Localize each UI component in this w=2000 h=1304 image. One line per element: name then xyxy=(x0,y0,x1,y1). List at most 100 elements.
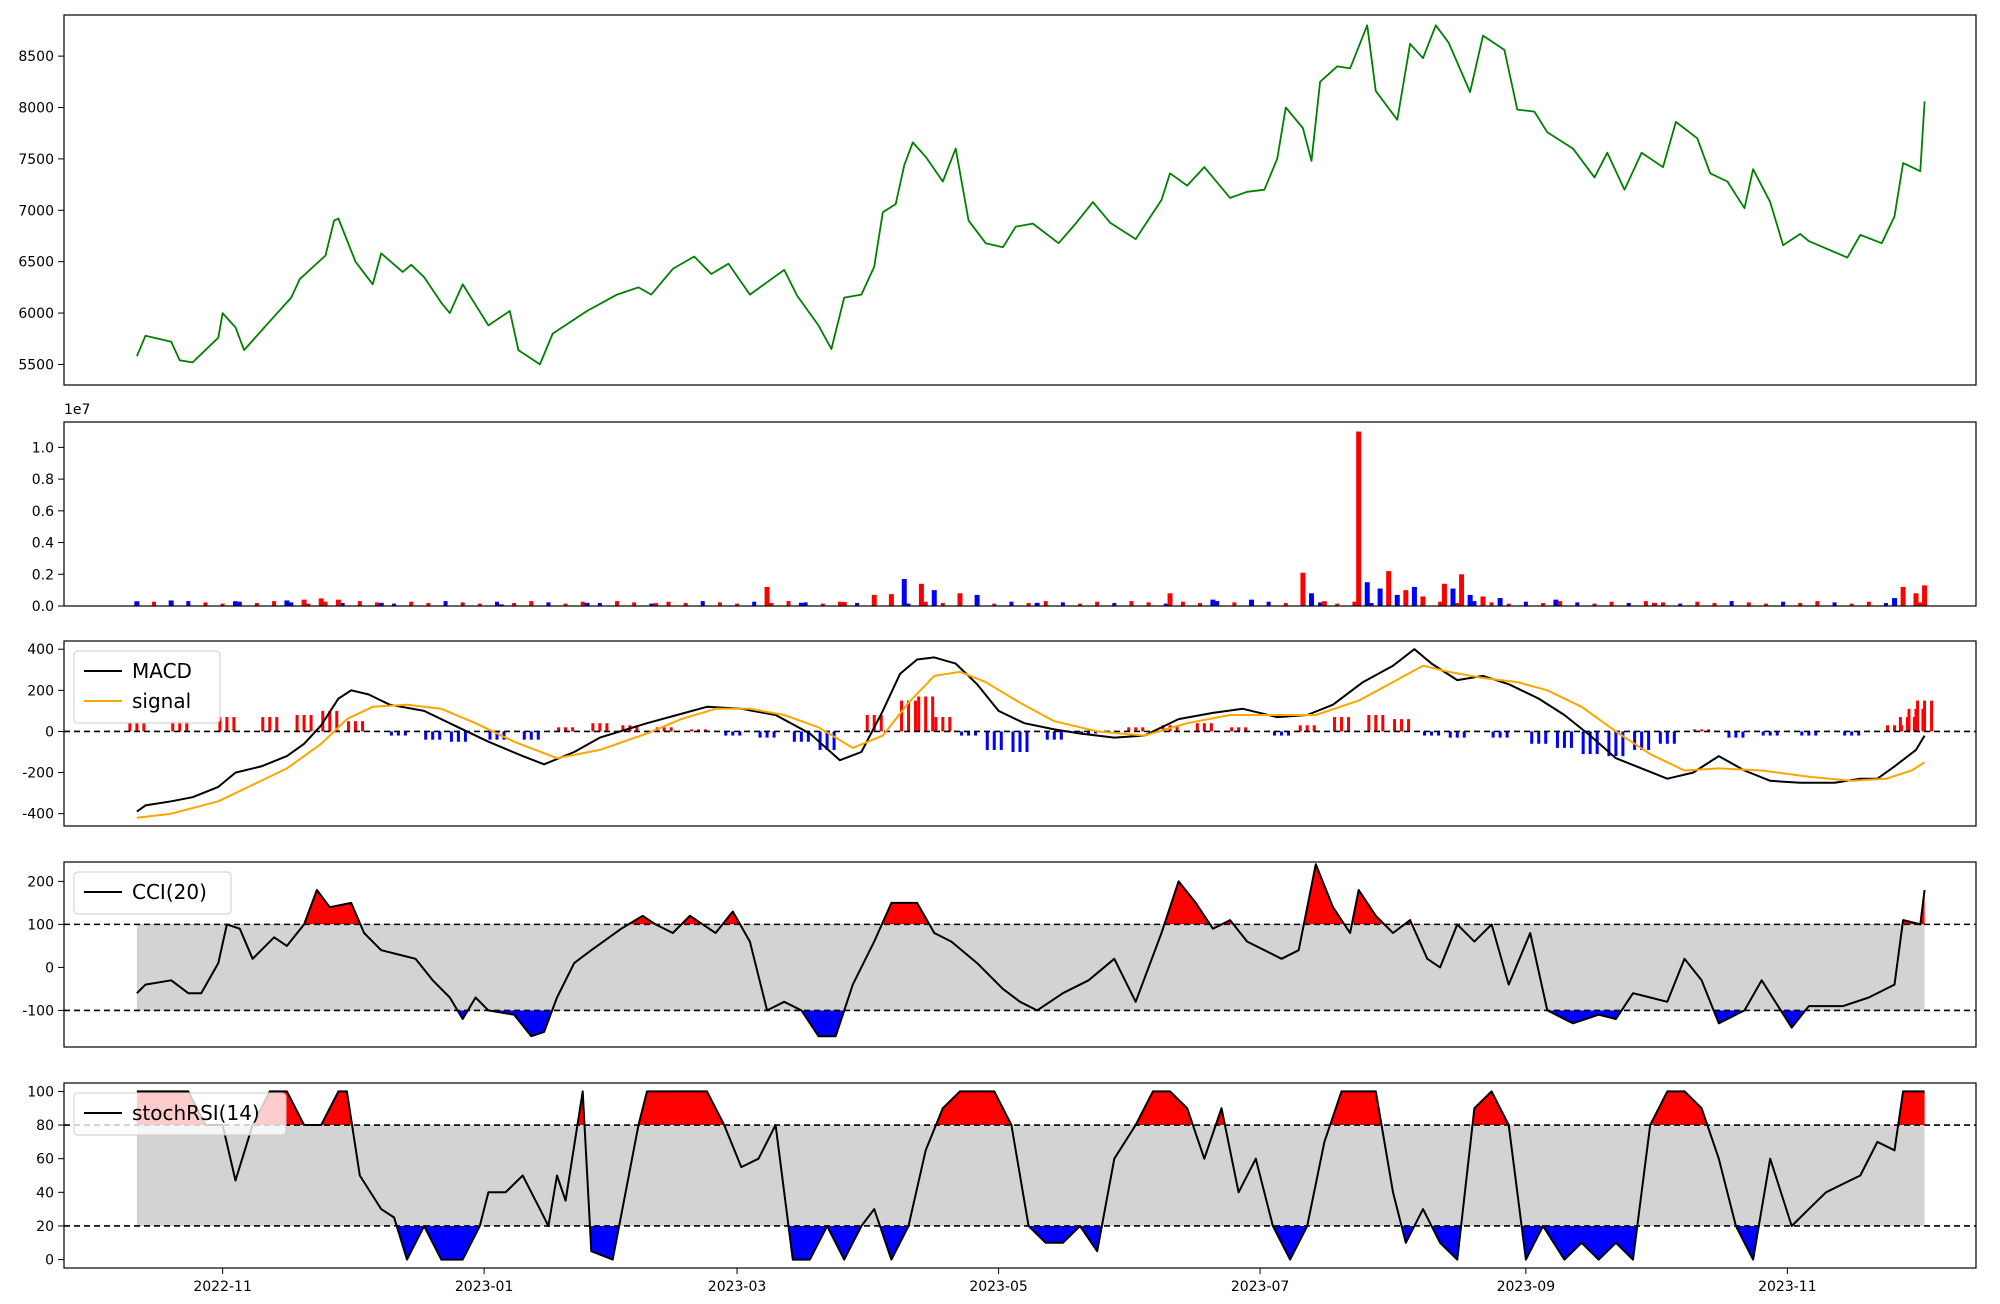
volume-bar xyxy=(237,601,242,606)
volume-bar xyxy=(786,601,791,606)
volume-bar xyxy=(1913,593,1919,606)
volume-y-tick-label: 0.2 xyxy=(32,567,54,583)
cci-legend: CCI(20) xyxy=(73,871,232,915)
volume-bar xyxy=(1883,602,1888,606)
volume-bar xyxy=(272,601,277,606)
macd-histogram-bar xyxy=(431,731,435,740)
stochrsi-y-tick-label: 0 xyxy=(45,1253,54,1269)
macd-histogram-bar xyxy=(354,721,358,732)
price-y-tick-label: 6000 xyxy=(18,306,54,322)
volume-bar xyxy=(203,602,208,606)
volume-bar xyxy=(494,601,499,606)
macd-histogram-bar xyxy=(738,731,742,736)
x-tick-label: 2023-01 xyxy=(455,1279,514,1295)
volume-offset-label: 1e7 xyxy=(64,402,90,418)
macd-histogram-bar xyxy=(1127,727,1131,732)
macd-histogram-bar xyxy=(502,731,506,740)
volume-bar xyxy=(1455,602,1460,606)
price-y-tick-label: 8500 xyxy=(18,49,54,65)
macd-histogram-bar xyxy=(142,723,146,732)
volume-bar xyxy=(841,602,847,606)
x-tick-label: 2022-11 xyxy=(193,1279,252,1295)
volume-bar xyxy=(1798,602,1803,606)
macd-histogram-bar xyxy=(522,731,526,740)
volume-bar xyxy=(1163,603,1168,606)
legend-box xyxy=(73,1092,287,1136)
volume-bar xyxy=(653,603,659,606)
volume-bar xyxy=(1643,601,1648,606)
macd-histogram-bar xyxy=(1923,700,1927,732)
volume-bar xyxy=(820,603,825,606)
macd-histogram-bar xyxy=(178,721,182,732)
macd-histogram-bar xyxy=(1134,727,1138,732)
macd-histogram-bar xyxy=(1280,731,1284,736)
volume-bar xyxy=(1506,603,1511,606)
volume-bar xyxy=(1450,588,1456,606)
volume-bar xyxy=(301,599,307,606)
macd-histogram-bar xyxy=(605,723,609,732)
macd-histogram-bar xyxy=(295,715,299,732)
macd-histogram-bar xyxy=(1430,731,1434,736)
macd-histogram-bar xyxy=(1814,731,1818,736)
volume-bar xyxy=(1095,601,1100,606)
macd-histogram-bar xyxy=(463,731,467,742)
macd-histogram-bar xyxy=(662,727,666,732)
volume-bar xyxy=(580,601,585,606)
macd-histogram-bar xyxy=(934,717,938,732)
macd-histogram-bar xyxy=(1230,727,1234,732)
volume-bar xyxy=(1918,602,1923,606)
macd-histogram-bar xyxy=(999,731,1003,750)
macd-histogram-bar xyxy=(347,721,351,732)
volume-bar xyxy=(1394,594,1400,606)
volume-bar xyxy=(306,603,311,606)
macd-histogram-bar xyxy=(1537,731,1541,744)
macd-histogram-bar xyxy=(917,696,921,732)
volume-bar xyxy=(512,602,517,606)
volume-bar xyxy=(1309,593,1315,606)
volume-bar xyxy=(1815,601,1820,606)
macd-histogram-bar xyxy=(1581,731,1585,755)
volume-bar xyxy=(1377,588,1383,606)
legend-label: MACD xyxy=(132,659,192,683)
volume-bars xyxy=(134,431,1928,606)
volume-y-tick-label: 0.0 xyxy=(32,599,54,615)
volume-bar xyxy=(1695,601,1700,606)
macd-histogram-bar xyxy=(1843,731,1847,736)
volume-bar xyxy=(764,586,770,606)
macd-histogram-bar xyxy=(724,731,728,736)
volume-bar xyxy=(1300,572,1306,606)
macd-histogram-bar xyxy=(1658,731,1662,744)
volume-bar xyxy=(837,601,842,606)
macd-y-tick-label: -200 xyxy=(22,766,54,782)
macd-histogram-bar xyxy=(1850,731,1854,736)
legend-box xyxy=(73,650,221,724)
macd-histogram-bar xyxy=(900,700,904,732)
volume-bar xyxy=(1129,601,1134,606)
volume-bar xyxy=(1356,431,1362,606)
volume-bar xyxy=(1146,602,1151,606)
volume-bar xyxy=(597,602,602,606)
price-series-line xyxy=(136,24,1926,366)
macd-histogram xyxy=(128,696,1934,757)
volume-bar xyxy=(769,602,774,606)
volume-bar xyxy=(1575,602,1580,606)
macd-histogram-bar xyxy=(529,731,533,740)
volume-bar xyxy=(1026,602,1031,606)
macd-histogram-bar xyxy=(1094,731,1098,734)
macd-histogram-bar xyxy=(1393,719,1397,732)
macd-panel-frame xyxy=(63,640,1977,827)
macd-histogram-bar xyxy=(872,715,876,732)
volume-bar xyxy=(1746,602,1751,606)
volume-bar xyxy=(168,600,174,606)
volume-bar xyxy=(1364,582,1370,606)
macd-histogram-bar xyxy=(1707,729,1711,732)
macd-histogram-bar xyxy=(1857,731,1861,736)
volume-bar xyxy=(1232,602,1237,606)
volume-bar xyxy=(584,602,590,606)
macd-histogram-bar xyxy=(1045,731,1049,740)
macd-histogram-bar xyxy=(1530,731,1534,744)
volume-bar xyxy=(717,602,722,606)
stochrsi-oversold-fill xyxy=(136,1225,1925,1260)
volume-bar xyxy=(1210,599,1216,606)
